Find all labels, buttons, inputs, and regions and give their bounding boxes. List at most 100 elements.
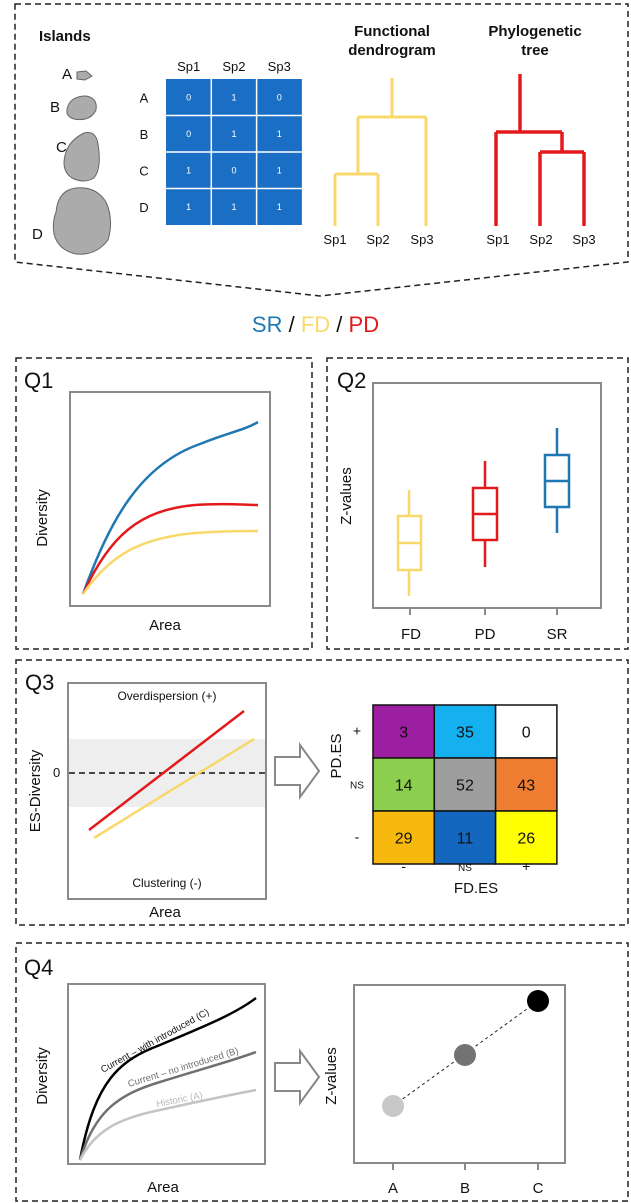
q4-curve-b: [78, 1050, 257, 1161]
matrix-cell: 1: [277, 129, 282, 139]
phylo-title-line2: tree: [521, 42, 549, 59]
q3-grid-cell: [433, 757, 497, 812]
matrix-cell: 1: [277, 165, 282, 175]
q4-curve-a: [78, 1088, 257, 1161]
matrix-cell: 1: [231, 202, 236, 212]
q4-point-c: [527, 990, 549, 1012]
q3-col-label: -: [401, 858, 406, 874]
presence-matrix: Sp1 Sp2 Sp3 A B C D 0 1 0 0 1 1 1 0 1 1 1 1: [139, 59, 302, 225]
functional-title-line1: Functional: [354, 23, 430, 40]
island-d-label: D: [32, 226, 43, 243]
matrix-row-header: A: [140, 90, 149, 105]
matrix-cell: 0: [231, 165, 236, 175]
fd-leaf-sp1: Sp1: [323, 232, 346, 247]
q1-panel-border: [15, 357, 313, 650]
q2-cat-fd: FD: [401, 626, 421, 643]
q3-grid-cell: [372, 704, 436, 759]
functional-dendrogram: [333, 78, 428, 226]
q3-grid-cell: [433, 810, 497, 865]
q3-row-label: +: [353, 723, 361, 739]
q3-grid-cell: [372, 810, 436, 865]
q1-title: Q1: [24, 368, 53, 393]
q3-grid-value: 35: [456, 725, 474, 742]
matrix-row-header: C: [139, 163, 148, 178]
q4-panel-border: [15, 942, 629, 1202]
legend-fd: FD: [300, 312, 331, 337]
island-c-shape: [63, 132, 100, 182]
pd-leaf-sp3: Sp3: [572, 232, 595, 247]
q3-grid: 3 35 0 14 52 43 29 11 26 + NS - - NS +: [350, 704, 558, 874]
q4-x-label: Area: [147, 1179, 179, 1196]
q4-z-y-label: Z-values: [323, 1047, 340, 1105]
pd-leaf-sp1: Sp1: [486, 232, 509, 247]
q3-col-label: NS: [458, 863, 472, 874]
q3-grid-cell: [494, 704, 558, 759]
q2-cat-sr: SR: [547, 626, 568, 643]
q3-grid-value: 0: [522, 725, 531, 742]
q3-grid-value: 43: [517, 778, 535, 795]
island-b-label: B: [50, 99, 60, 116]
fd-leaf-sp3: Sp3: [410, 232, 433, 247]
q2-plot-frame: [372, 382, 602, 609]
matrix-cell: 0: [186, 129, 191, 139]
q3-grid-cell: [433, 704, 497, 759]
q4-zplot-frame: [353, 984, 566, 1164]
q2-panel-border: [326, 357, 629, 650]
matrix-cell: 1: [277, 202, 282, 212]
q3-grid-value: 11: [457, 831, 474, 848]
fd-leaf-sp2: Sp2: [366, 232, 389, 247]
q3-col-label: +: [522, 858, 530, 874]
q1-x-label: Area: [149, 617, 181, 634]
q3-row-label: NS: [350, 781, 364, 792]
q3-grid-cell: [494, 757, 558, 812]
q3-panel-border: [15, 659, 629, 926]
q4-curve-c: [78, 997, 257, 1161]
q3-pd-line: [88, 710, 245, 831]
matrix-cell: 1: [231, 92, 236, 102]
q4-cat-c: C: [533, 1180, 544, 1197]
island-a-shape: [76, 70, 93, 81]
q3-fd-line: [93, 737, 255, 840]
q2-y-label: Z-values: [338, 467, 355, 525]
matrix-col-header: Sp2: [222, 59, 245, 74]
island-b-shape: [66, 95, 97, 121]
q3-grid-y-label: PD.ES: [328, 733, 345, 778]
q3-clustering-note: Clustering (-): [132, 876, 201, 890]
q4-arrow-icon: [274, 1047, 321, 1107]
islands-title: Islands: [39, 28, 91, 45]
q3-y-label: ES-Diversity: [27, 749, 44, 832]
matrix-row-header: B: [140, 127, 149, 142]
matrix-cell: 1: [186, 165, 191, 175]
q3-grid-value: 52: [456, 778, 474, 795]
q4-cat-a: A: [388, 1180, 398, 1197]
q4-point-b: [454, 1044, 476, 1066]
q2-cat-pd: PD: [475, 626, 496, 643]
q4-plot-frame: [67, 983, 266, 1165]
q4-y-label: Diversity: [34, 1047, 51, 1105]
q4-cat-b: B: [460, 1180, 470, 1197]
q3-grid-cell: [372, 757, 436, 812]
matrix-cell: 1: [186, 202, 191, 212]
q4-label-a: Historic (A): [155, 1090, 203, 1110]
q3-title: Q3: [25, 670, 54, 695]
matrix-cell: 0: [277, 92, 282, 102]
matrix-cell: 0: [186, 92, 191, 102]
metric-legend: SR / FD / PD: [0, 312, 631, 338]
phylo-title-line1: Phylogenetic: [488, 23, 581, 40]
functional-title-line2: dendrogram: [348, 42, 436, 59]
q3-zero-label: 0: [53, 765, 60, 780]
matrix-col-header: Sp1: [177, 59, 200, 74]
q3-grid-value: 3: [399, 725, 408, 742]
q1-pd-curve: [81, 502, 259, 595]
q3-grid-value: 29: [395, 831, 413, 848]
q1-plot-frame: [69, 391, 271, 607]
q4-point-a: [382, 1095, 404, 1117]
q3-grid-value: 14: [395, 778, 413, 795]
matrix-col-header: Sp3: [268, 59, 291, 74]
legend-slash-2: /: [336, 312, 343, 337]
q4-title: Q4: [24, 955, 53, 980]
q2-title: Q2: [337, 368, 366, 393]
q1-y-label: Diversity: [34, 489, 51, 547]
island-d-shape: [52, 187, 112, 255]
